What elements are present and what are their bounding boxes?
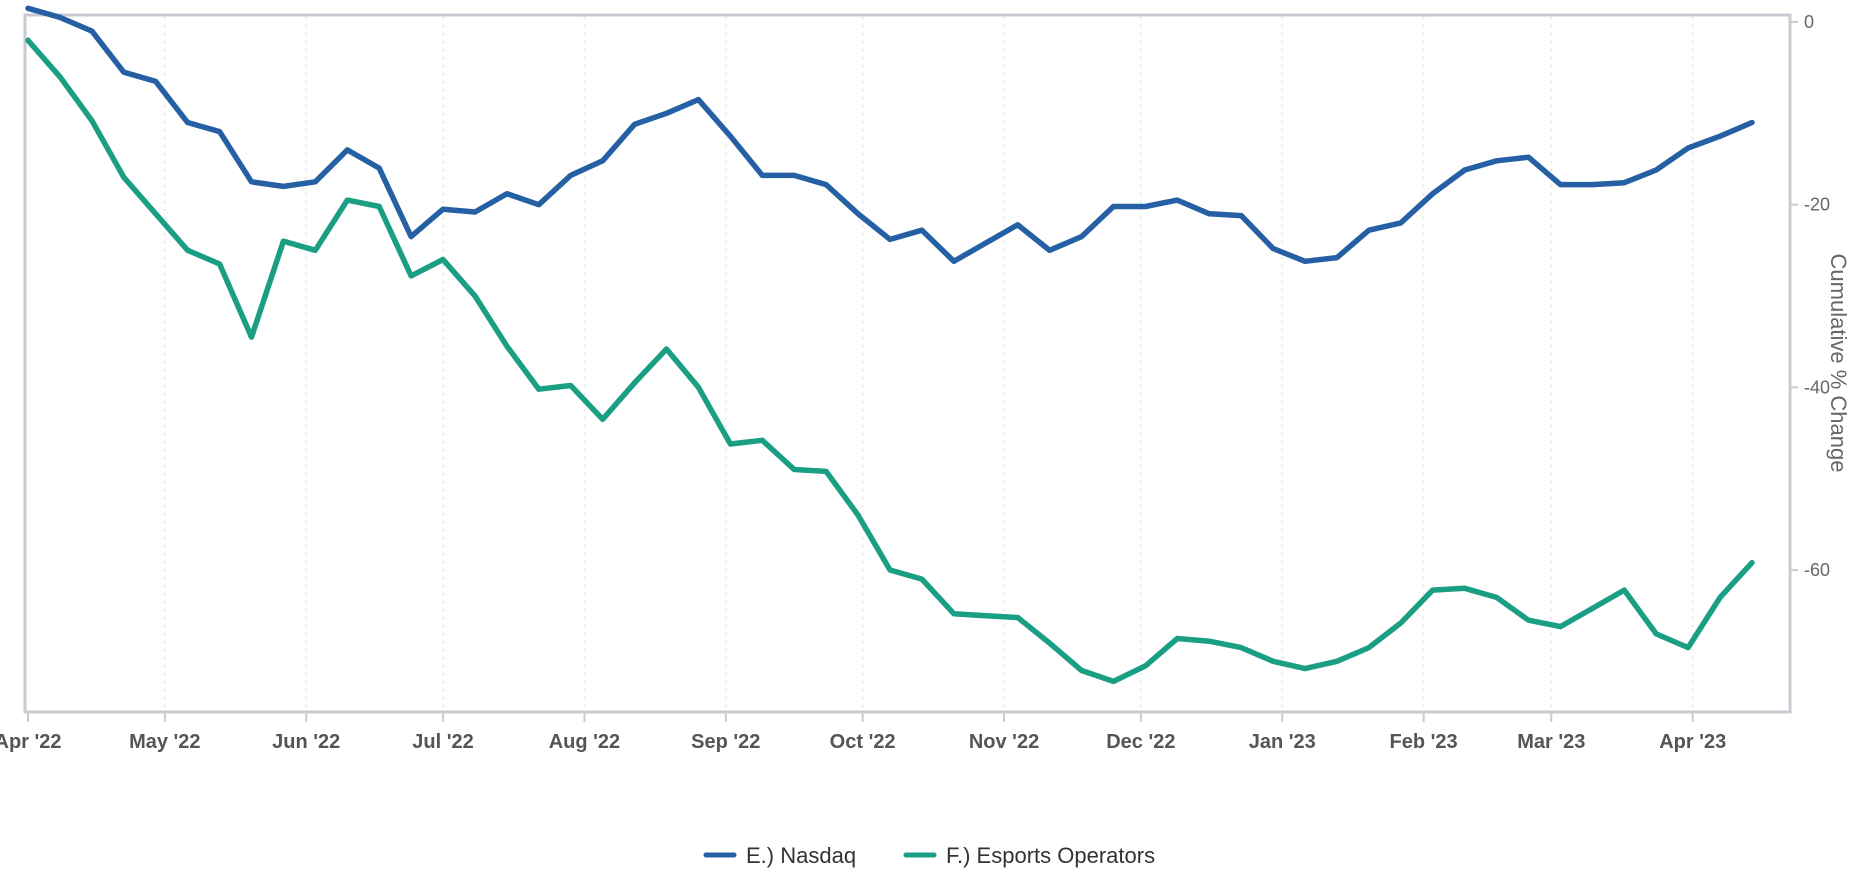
x-tick-label: Sep '22 bbox=[691, 731, 760, 753]
series-line-esports-operators[interactable] bbox=[25, 37, 1755, 685]
x-tick-label: May '22 bbox=[129, 731, 200, 753]
legend[interactable]: E.) Nasdaq F.) Esports Operators bbox=[703, 843, 1155, 868]
series-lines bbox=[25, 5, 1755, 685]
y-tick-label: 0 bbox=[1804, 12, 1814, 32]
y-axis-title: Cumulative % Change bbox=[1826, 254, 1851, 473]
y-tick-label: -20 bbox=[1804, 195, 1830, 215]
legend-label: E.) Nasdaq bbox=[746, 843, 856, 868]
series-line-nasdaq[interactable] bbox=[25, 5, 1755, 265]
y-axis: 0 -20 -40 -60 bbox=[1790, 12, 1830, 580]
grid-lines bbox=[164, 17, 1694, 710]
x-tick-label: Dec '22 bbox=[1106, 731, 1175, 753]
y-tick-label: -40 bbox=[1804, 377, 1830, 397]
x-tick-label: Apr '23 bbox=[1659, 731, 1726, 753]
legend-label: F.) Esports Operators bbox=[946, 843, 1155, 868]
y-tick-label: -60 bbox=[1804, 560, 1830, 580]
legend-item-esports-operators[interactable]: F.) Esports Operators bbox=[903, 843, 1155, 868]
x-axis: Apr '22 May '22 Jun '22 Jul '22 Aug '22 Sep '… bbox=[0, 712, 1726, 753]
x-tick-label: Mar '23 bbox=[1517, 731, 1585, 753]
legend-item-nasdaq[interactable]: E.) Nasdaq bbox=[703, 843, 856, 868]
x-tick-label: Jan '23 bbox=[1249, 731, 1316, 753]
x-tick-label: Feb '23 bbox=[1390, 731, 1458, 753]
x-tick-label: Nov '22 bbox=[969, 731, 1039, 753]
x-tick-label: Aug '22 bbox=[549, 731, 620, 753]
x-tick-label: Jul '22 bbox=[412, 731, 473, 753]
x-tick-label: Jun '22 bbox=[272, 731, 340, 753]
plot-frame bbox=[23, 13, 1792, 714]
x-tick-label: Apr '22 bbox=[0, 731, 62, 753]
x-tick-label: Oct '22 bbox=[830, 731, 896, 753]
